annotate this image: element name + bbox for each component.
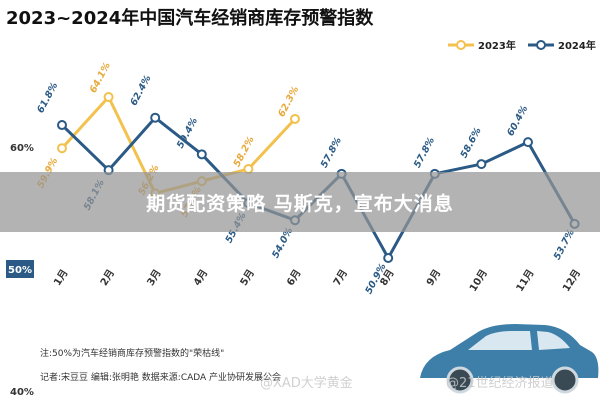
legend-item-1: 2024年 [528, 39, 596, 52]
car-illustration [420, 324, 599, 394]
watermark-right: @21世纪经济报道 [446, 376, 554, 391]
x-tick-2: 2月 [98, 267, 117, 288]
data-point [196, 149, 207, 160]
y-axis: 60% 50% 40% [6, 143, 34, 398]
data-point [290, 113, 300, 124]
x-tick-1: 1月 [51, 267, 70, 288]
legend-label: 2023年 [478, 39, 516, 52]
y-tick-badge [6, 260, 34, 278]
data-label: 57.8% [412, 136, 437, 170]
legend: 2023年 2024年 [448, 39, 596, 52]
legend-item-0: 2023年 [448, 39, 516, 52]
car-window [468, 331, 532, 350]
data-point [383, 253, 394, 264]
legend-marker [536, 40, 546, 50]
x-tick-7: 7月 [331, 267, 350, 288]
data-label: 57.8% [319, 136, 344, 170]
data-point [103, 91, 114, 102]
car-wheel-front [446, 366, 474, 394]
data-point [150, 112, 161, 123]
data-label: 58.6% [459, 126, 484, 160]
data-label: 64.1% [88, 61, 113, 95]
y-tick-60: 60% [10, 143, 34, 154]
legend-marker [456, 40, 466, 50]
data-label: 61.8% [35, 81, 60, 115]
y-tick-40: 40% [10, 387, 34, 398]
watermark-left: @XAD大学黄金 [260, 376, 353, 391]
legend-label: 2024年 [558, 39, 596, 52]
data-label: 59.4% [175, 116, 200, 150]
y-tick-label: 50% [8, 265, 32, 276]
x-tick-5: 5月 [238, 267, 257, 288]
note-threshold: 注:50%为汽车经销商库存预警指数的"荣枯线" [40, 347, 224, 359]
overlay-banner-text: 期货配资策略 马斯克，宣布大消息 [146, 192, 454, 215]
note-credits: 记者:宋豆豆 编辑:张明艳 数据来源:CADA 产业协研发展公会 [40, 371, 281, 383]
data-label: 60.4% [505, 104, 530, 138]
data-point [57, 120, 67, 131]
x-tick-12: 12月 [560, 267, 583, 294]
x-axis: 1月 2月 3月 4月 5月 6月 7月 8月 9月 10月 11月 12月 [51, 267, 583, 294]
x-tick-10: 10月 [467, 267, 490, 294]
x-tick-4: 4月 [191, 267, 210, 288]
x-tick-6: 6月 [284, 267, 303, 288]
data-point [57, 143, 67, 154]
car-wheel-rear [551, 366, 579, 394]
data-point [523, 137, 533, 148]
x-tick-9: 9月 [424, 267, 443, 288]
x-tick-3: 3月 [145, 267, 164, 288]
chart-title: 2023~2024年中国汽车经销商库存预警指数 [6, 7, 374, 29]
data-label: 62.3% [276, 85, 301, 119]
data-point [476, 159, 487, 170]
data-label: 53.7% [552, 228, 577, 262]
overlay-banner: 期货配资策略 马斯克，宣布大消息 [0, 172, 600, 232]
x-tick-11: 11月 [514, 267, 537, 294]
y-tick-50: 50% [6, 260, 34, 278]
car-window-rear [537, 331, 570, 350]
data-label: 62.4% [128, 73, 153, 107]
